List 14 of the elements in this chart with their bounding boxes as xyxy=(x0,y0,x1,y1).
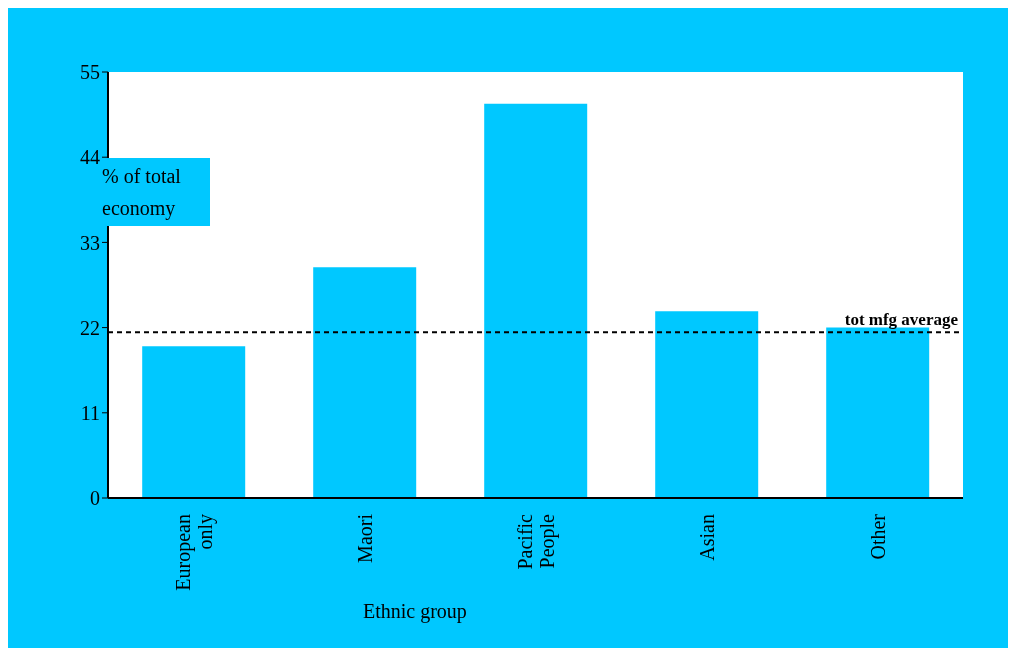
x-tick-label: European only xyxy=(171,514,217,591)
x-tick-label: Other xyxy=(866,513,889,560)
y-tick-label: 11 xyxy=(80,401,100,424)
x-tick-label: Asian xyxy=(695,514,718,561)
y-tick-label: 22 xyxy=(80,316,100,339)
x-tick-label: Pacific People xyxy=(513,513,559,570)
x-tick-label: Maori xyxy=(353,513,376,563)
x-axis-title: Ethnic group xyxy=(363,600,467,623)
y-tick-label: 55 xyxy=(80,61,100,84)
y-tick-label: 33 xyxy=(80,231,100,254)
y-tick-label: 0 xyxy=(90,487,100,510)
ref-line-label: tot mfg average xyxy=(844,310,959,330)
y-tick-label: 44 xyxy=(80,146,100,169)
y-axis-title: % of total economy xyxy=(100,158,210,226)
